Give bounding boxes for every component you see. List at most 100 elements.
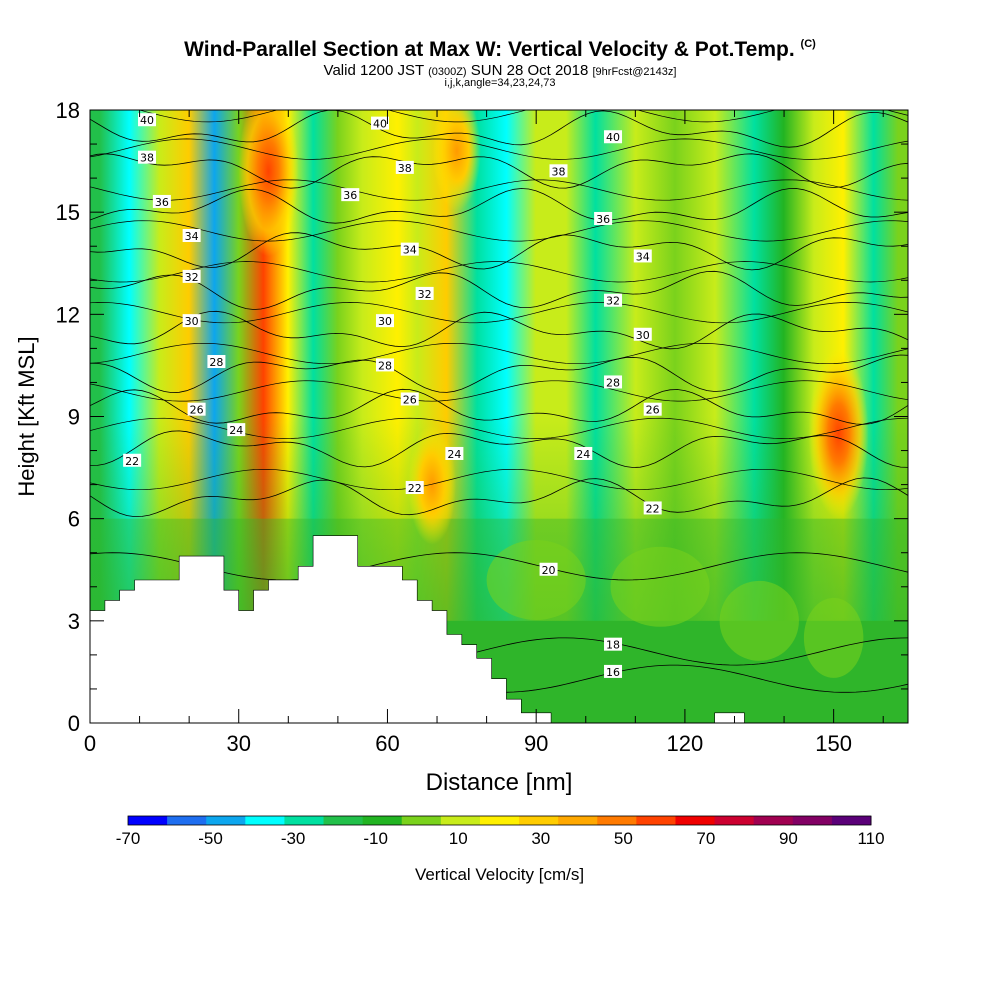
- terrain-mask: [90, 535, 908, 723]
- light-green-patch: [803, 597, 864, 678]
- contour-label-text: 34: [185, 230, 199, 243]
- x-axis-label: Distance [nm]: [426, 769, 573, 796]
- theta-contour: [90, 430, 908, 468]
- colorbar-swatch: [714, 816, 755, 825]
- colorbar-swatch: [597, 816, 637, 825]
- chart-indices-line: i,j,k,angle=34,23,24,73: [444, 77, 556, 89]
- chart-valid-line: Valid 1200 JST (0300Z) SUN 28 Oct 2018 […: [0, 62, 1000, 79]
- contour-label-text: 32: [606, 295, 620, 308]
- contour-label-bg: [182, 269, 201, 283]
- colorbar-swatch: [831, 816, 872, 825]
- updraft-core: [238, 110, 299, 257]
- theta-contour: [90, 153, 908, 189]
- contour-label-text: 28: [606, 376, 620, 389]
- colorbar-swatch: [753, 816, 794, 825]
- contour-label: 34: [633, 249, 652, 263]
- contour-label-bg: [182, 229, 201, 243]
- contour-label-bg: [138, 150, 157, 164]
- colorbar-swatch: [636, 816, 676, 825]
- contour-label-text: 26: [646, 404, 660, 417]
- contour-label: 36: [152, 194, 171, 209]
- contour-label: 36: [594, 211, 613, 226]
- contour-label-text: 20: [542, 564, 556, 577]
- contour-label: 28: [375, 358, 394, 372]
- contour-label: 40: [138, 113, 157, 127]
- colorbar-swatch: [519, 816, 559, 825]
- theta-contour-minor: [90, 138, 908, 160]
- y-tick-label: 6: [68, 507, 80, 532]
- contour-label-bg: [375, 358, 394, 372]
- contour-label-text: 40: [373, 118, 387, 131]
- y-axis-label: Height [Kft MSL]: [14, 336, 39, 496]
- valid-time-utc: (0300Z): [428, 66, 467, 78]
- contour-label-bg: [227, 423, 246, 437]
- contour-label-text: 26: [190, 404, 204, 417]
- colorbar-tick-label: 50: [614, 829, 633, 848]
- theta-contour: [90, 110, 908, 148]
- contour-label-text: 40: [140, 114, 154, 127]
- y-tick-label: 18: [56, 98, 80, 123]
- contour-label-text: 32: [185, 271, 199, 284]
- contour-label-bg: [643, 402, 662, 416]
- contour-label: 16: [604, 664, 623, 679]
- contour-label-bg: [549, 164, 568, 178]
- colorbar-swatch: [245, 816, 285, 825]
- contour-label-text: 36: [596, 213, 610, 226]
- contour-label-text: 22: [125, 455, 139, 468]
- valid-time-local: Valid 1200 JST: [323, 62, 424, 79]
- updraft-core: [808, 348, 869, 519]
- contour-label-text: 24: [229, 424, 243, 437]
- theta-contour-minor: [90, 302, 908, 324]
- colorbar-tick-label: -30: [281, 829, 306, 848]
- colorbar-swatch: [167, 816, 207, 825]
- potential-temperature-contours: [90, 110, 908, 693]
- contour-label: 32: [604, 293, 623, 308]
- contour-label-bg: [400, 392, 419, 406]
- contour-label: 22: [643, 501, 662, 515]
- contour-label-bg: [574, 446, 593, 460]
- contour-label-text: 32: [418, 288, 432, 301]
- contour-label-text: 24: [447, 448, 461, 461]
- updraft-cores: [238, 110, 869, 545]
- contour-label-bg: [604, 293, 623, 307]
- contour-label-bg: [633, 327, 652, 341]
- contour-label: 34: [400, 242, 419, 257]
- contour-label-bg: [405, 481, 424, 495]
- contour-label-text: 22: [646, 502, 660, 515]
- contour-label-bg: [415, 286, 434, 300]
- contour-label: 32: [415, 286, 434, 301]
- contour-label: 36: [341, 188, 360, 202]
- colorbar-tick-label: 30: [531, 829, 550, 848]
- light-green-patch: [719, 580, 799, 661]
- contour-label-bg: [187, 402, 206, 416]
- contour-label-bg: [395, 160, 414, 174]
- colorbar-tick-label: 70: [696, 829, 715, 848]
- theta-contour-minor: [90, 179, 908, 201]
- contour-label: 28: [207, 355, 226, 369]
- theta-contour: [90, 270, 908, 310]
- y-tick-label: 9: [68, 405, 80, 430]
- contour-label-text: 36: [343, 189, 357, 202]
- contour-label-bg: [604, 375, 623, 389]
- updraft-core: [432, 110, 481, 211]
- contour-label: 26: [187, 402, 206, 417]
- contour-label: 30: [182, 314, 201, 328]
- contour-label-text: 34: [636, 250, 650, 263]
- colorbar-swatch: [128, 816, 168, 825]
- contour-label-text: 38: [140, 152, 154, 165]
- contour-label-bg: [375, 314, 394, 328]
- contour-label-text: 16: [606, 666, 620, 679]
- contour-label-text: 30: [185, 315, 199, 328]
- colorbar-frame: [127, 815, 872, 826]
- contour-label-text: 30: [636, 329, 650, 342]
- theta-contour-minor: [137, 110, 908, 123]
- terrain: [90, 535, 908, 723]
- contour-label-bg: [445, 446, 464, 460]
- contour-label: 40: [604, 130, 623, 144]
- theta-contour-minor: [90, 380, 908, 402]
- theta-contour-minor: [90, 417, 908, 439]
- contour-labels: 40 38 36 34 32 30 28 26 24 22 40 38 36 34 32 30 28 26 24 22…: [123, 113, 662, 679]
- y-tick-label: 3: [68, 609, 80, 634]
- contour-label: 24: [227, 423, 246, 437]
- contour-label: 18: [604, 637, 623, 652]
